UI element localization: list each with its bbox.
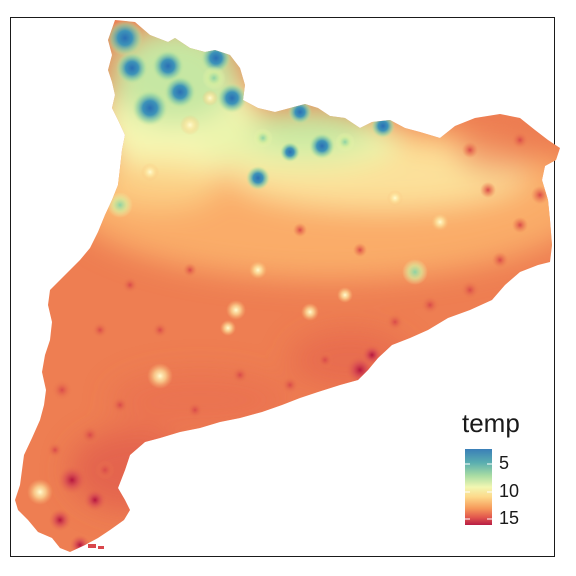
legend-title: temp: [462, 408, 520, 438]
legend-tick-label: 5: [499, 453, 510, 473]
island-fragment: [88, 544, 96, 548]
legend-colorbar: [465, 449, 492, 525]
legend-tick-label: 10: [499, 481, 520, 501]
legend-tick-label: 15: [499, 508, 520, 528]
island-fragment: [98, 546, 104, 549]
